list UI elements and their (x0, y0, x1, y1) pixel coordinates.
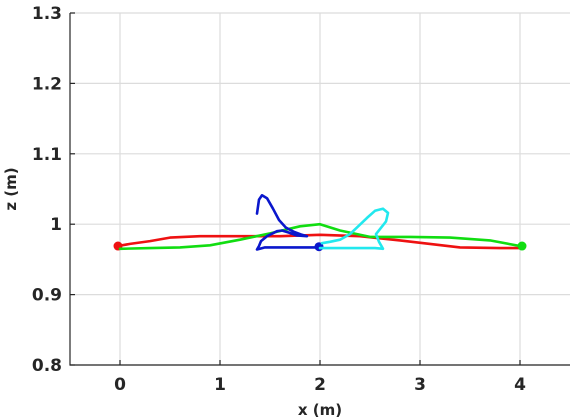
x-tick-label-3: 3 (414, 375, 426, 395)
x-tick-label-4: 4 (514, 375, 526, 395)
series-line-3 (318, 207, 390, 251)
y-tick-label-2: 1 (50, 215, 62, 235)
y-axis-label: z (m) (2, 167, 20, 210)
series-marker-1-0 (517, 241, 527, 251)
y-tick-label-5: 1.3 (32, 4, 62, 24)
x-tick-label-1: 1 (214, 375, 226, 395)
y-tick-label-3: 1.1 (32, 145, 62, 165)
series-line-1 (118, 222, 524, 251)
x-axis-label: x (m) (298, 401, 342, 419)
y-tick-label-4: 1.2 (32, 74, 62, 94)
axes (69, 12, 570, 366)
y-tick-label-0: 0.8 (32, 356, 62, 376)
x-tick-label-0: 0 (114, 375, 126, 395)
series-layer (113, 194, 527, 252)
y-tick-label-1: 0.9 (32, 286, 62, 306)
tick-labels: 0 1 2 3 4 0.8 0.9 1 1.1 1.2 1.3 (32, 4, 526, 395)
x-tick-label-2: 2 (314, 375, 326, 395)
grid (70, 12, 570, 366)
series-line-2 (255, 194, 321, 251)
